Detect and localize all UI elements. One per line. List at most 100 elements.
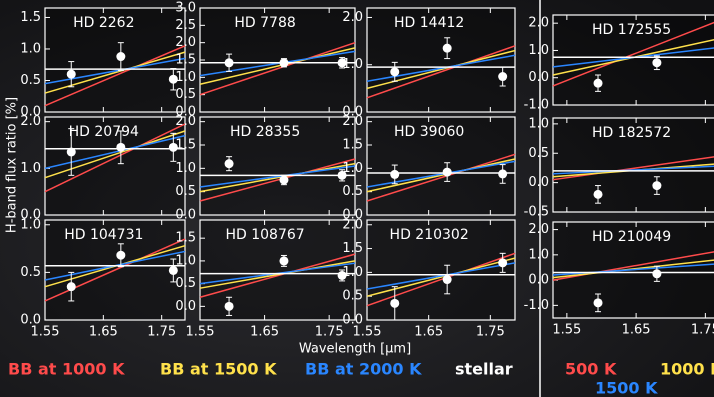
legend-entry: 1000 K <box>660 360 714 379</box>
x-axis-label: Wavelength [μm] <box>299 342 411 357</box>
panel-title: HD 210302 <box>390 227 469 243</box>
data-point <box>116 251 125 260</box>
data-point <box>443 44 452 53</box>
y-tick-label: 1.0 <box>20 217 41 232</box>
data-point <box>390 67 399 76</box>
panel-title: HD 104731 <box>64 227 143 243</box>
data-point <box>67 282 76 291</box>
y-tick-label: 0.5 <box>175 184 196 199</box>
legend-entry: stellar <box>455 360 513 379</box>
panel-title: HD 182572 <box>592 125 671 141</box>
y-tick-label: 2.0 <box>175 35 196 50</box>
data-point <box>652 58 661 67</box>
y-tick-label: 1.0 <box>528 116 549 131</box>
data-point <box>594 298 603 307</box>
y-tick-label: 0.0 <box>528 70 549 85</box>
y-tick-label: 1.0 <box>342 57 363 72</box>
data-point <box>594 190 603 199</box>
data-point <box>279 256 288 265</box>
x-tick-label: 1.65 <box>622 323 651 338</box>
data-point <box>443 275 452 284</box>
panel-title: HD 108767 <box>225 227 304 243</box>
y-tick-label: 0.0 <box>175 299 196 314</box>
data-point <box>390 299 399 308</box>
y-tick-label: 0.5 <box>20 265 41 280</box>
y-tick-label: 0.5 <box>20 73 41 88</box>
panel-title: HD 20794 <box>69 124 139 140</box>
y-tick-label: 0.5 <box>175 276 196 291</box>
panel-title: HD 2262 <box>73 15 134 31</box>
y-tick-label: 0.5 <box>342 289 363 304</box>
y-tick-label: 0.5 <box>342 184 363 199</box>
data-point <box>279 58 288 67</box>
y-tick-label: 1.0 <box>342 265 363 280</box>
data-point <box>279 176 288 185</box>
panel-title: HD 14412 <box>394 15 464 31</box>
panel-title: HD 39060 <box>394 124 464 140</box>
data-point <box>652 269 661 278</box>
y-tick-label: 2.5 <box>175 18 196 33</box>
y-tick-label: 1.0 <box>20 161 41 176</box>
y-tick-label: 1.0 <box>528 247 549 262</box>
legend-entry: BB at 1000 K <box>8 360 125 379</box>
legend-entry: BB at 1500 K <box>160 360 277 379</box>
panel-title: HD 210049 <box>592 229 671 245</box>
y-tick-label: 0.0 <box>528 175 549 190</box>
x-tick-label: 1.65 <box>89 325 118 340</box>
data-point <box>225 58 234 67</box>
y-tick-label: 2.0 <box>175 114 196 129</box>
x-tick-label: 1.55 <box>31 325 60 340</box>
panel-title: HD 7788 <box>234 15 295 31</box>
figure: H-band flux ratio [%] Wavelength [μm] 0.… <box>0 0 714 397</box>
legend-entry: 500 K <box>565 360 617 379</box>
data-point <box>652 181 661 190</box>
y-tick-label: 1.5 <box>175 138 196 153</box>
y-tick-label: 0.0 <box>528 273 549 288</box>
y-tick-label: -0.5 <box>524 205 549 220</box>
y-tick-label: 1.0 <box>342 161 363 176</box>
panel-title: HD 28355 <box>230 124 300 140</box>
data-point <box>116 143 125 152</box>
data-point <box>225 302 234 311</box>
x-tick-label: 1.65 <box>250 325 279 340</box>
y-tick-label: 3.0 <box>175 1 196 16</box>
y-tick-label: 2.0 <box>528 16 549 31</box>
data-point <box>225 159 234 168</box>
panel-title: HD 172555 <box>592 22 671 38</box>
legend-entry: 1500 K <box>595 379 658 397</box>
y-tick-label: 2.0 <box>528 222 549 237</box>
data-point <box>498 169 507 178</box>
x-tick-label: 1.75 <box>476 325 505 340</box>
y-axis-label: H-band flux ratio [%] <box>5 97 20 233</box>
data-point <box>498 258 507 267</box>
y-tick-label: -1.0 <box>524 98 549 113</box>
data-point <box>116 52 125 61</box>
x-tick-label: 1.75 <box>691 323 714 338</box>
data-point <box>67 148 76 157</box>
y-tick-label: 1.5 <box>175 231 196 246</box>
data-point <box>390 170 399 179</box>
y-tick-label: 1.0 <box>175 253 196 268</box>
legend-entry: BB at 2000 K <box>305 360 422 379</box>
y-tick-label: 2.0 <box>342 10 363 25</box>
y-tick-label: 2.0 <box>342 114 363 129</box>
y-tick-label: 1.0 <box>20 41 41 56</box>
y-tick-label: 1.5 <box>175 53 196 68</box>
y-tick-label: 1.5 <box>20 10 41 25</box>
x-tick-label: 1.65 <box>414 325 443 340</box>
page: H-band flux ratio [%] Wavelength [μm] 0.… <box>0 0 714 397</box>
data-point <box>67 70 76 79</box>
y-tick-label: 1.0 <box>175 161 196 176</box>
y-tick-label: 0.5 <box>175 87 196 102</box>
x-tick-label: 1.55 <box>552 323 581 338</box>
y-tick-label: 2.0 <box>342 217 363 232</box>
y-tick-label: -1.0 <box>524 298 549 313</box>
x-tick-label: 1.75 <box>147 325 176 340</box>
y-tick-label: 2.0 <box>20 114 41 129</box>
data-point <box>594 79 603 88</box>
y-tick-label: 1.0 <box>528 43 549 58</box>
x-tick-label: 1.75 <box>315 325 344 340</box>
y-tick-label: 0.5 <box>528 146 549 161</box>
y-tick-label: 1.5 <box>342 138 363 153</box>
x-tick-label: 1.55 <box>186 325 215 340</box>
